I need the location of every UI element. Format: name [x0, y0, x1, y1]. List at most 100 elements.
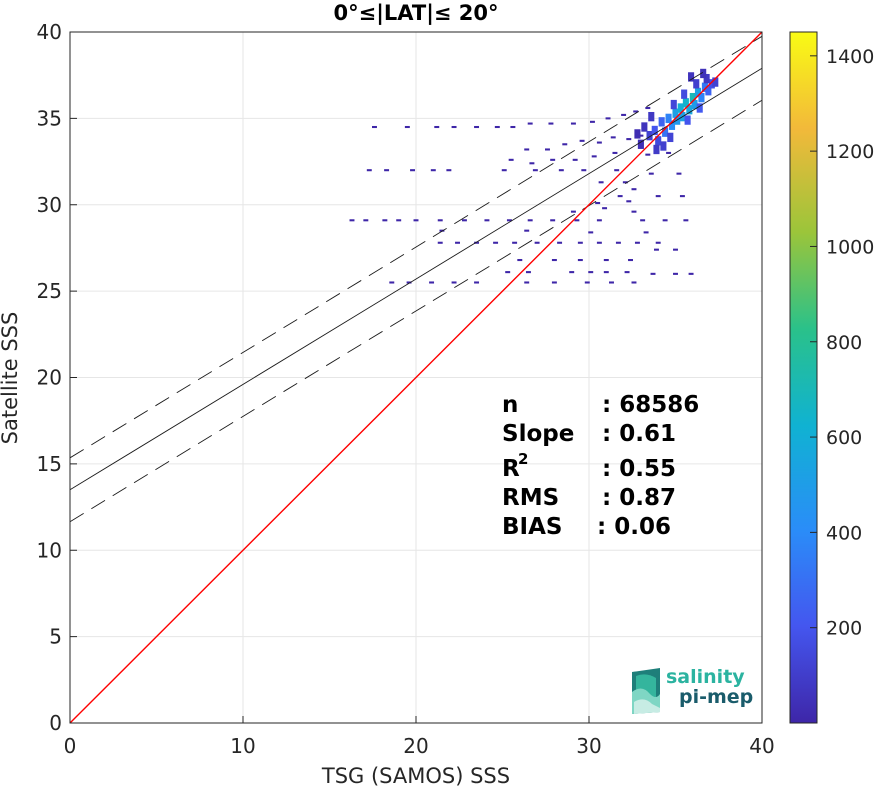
density-cell	[708, 79, 715, 89]
density-cell	[622, 181, 628, 184]
density-cell	[505, 271, 511, 274]
stat-slope-label: Slope	[502, 421, 574, 447]
logo-text-line1: salinity	[666, 666, 745, 688]
colorbar-tick-label: 800	[826, 332, 862, 354]
density-cell	[389, 281, 395, 284]
density-cell	[474, 125, 480, 129]
chart-title: 0°≤|LAT|≤ 20°	[333, 1, 498, 26]
density-cell	[527, 219, 533, 222]
density-cell	[579, 139, 585, 142]
density-cell	[455, 241, 460, 244]
density-cell	[596, 219, 602, 222]
density-cell	[660, 141, 667, 151]
stat-n-value: : 68586	[602, 392, 699, 418]
density-cell	[662, 127, 669, 137]
density-cell	[677, 103, 684, 113]
density-cell	[524, 281, 530, 284]
density-cell	[474, 241, 480, 244]
density-cell	[363, 219, 369, 222]
density-cell	[603, 271, 609, 274]
density-cell	[602, 207, 608, 210]
stats-box: n : 68586 Slope : 0.61 R 2 : 0.55 RMS : …	[502, 392, 699, 540]
density-cell	[548, 122, 554, 125]
density-cell	[672, 108, 679, 118]
density-cell	[584, 281, 590, 284]
logo-mark-icon	[632, 668, 660, 714]
density-cell	[591, 155, 597, 158]
density-cell	[569, 271, 575, 274]
density-cell	[382, 219, 388, 222]
density-cell	[439, 229, 445, 232]
density-cell	[624, 271, 630, 274]
density-cell	[628, 258, 633, 262]
density-cell	[474, 281, 480, 284]
density-cell	[588, 271, 594, 274]
stat-r2-label: R	[502, 456, 520, 482]
colorbar-tick-label: 600	[826, 427, 862, 449]
density-cell	[617, 195, 623, 198]
density-cell	[558, 169, 564, 172]
y-tick-label: 10	[37, 538, 62, 562]
density-cell	[705, 86, 712, 96]
y-tick-label: 35	[37, 106, 62, 130]
density-cell	[634, 241, 640, 244]
density-cell	[651, 125, 658, 136]
density-cell	[665, 113, 672, 124]
density-cell	[589, 120, 595, 123]
stat-r2-value: : 0.55	[602, 456, 676, 482]
density-cell	[621, 113, 627, 116]
density-cell	[615, 241, 621, 244]
density-cell	[434, 125, 440, 129]
density-cell	[653, 248, 659, 251]
y-tick-label: 0	[49, 711, 62, 735]
x-tick-label: 0	[64, 734, 77, 758]
x-tick-label: 30	[576, 734, 601, 758]
y-tick-label: 20	[37, 366, 62, 390]
y-tick-label: 25	[37, 279, 62, 303]
density-cell	[605, 117, 611, 120]
fit-band-line	[70, 99, 762, 523]
x-axis-ticks: 0 10 20 30 40	[64, 716, 775, 758]
density-cell	[658, 117, 665, 127]
colorbar-tick-label: 400	[826, 522, 862, 544]
density-cell	[641, 122, 648, 132]
y-tick-label: 5	[49, 625, 62, 649]
density-cell	[525, 271, 531, 274]
density-cell	[557, 241, 563, 244]
density-cell	[645, 153, 651, 156]
density-cell	[688, 72, 695, 82]
density-cell	[693, 79, 700, 89]
density-cell	[626, 138, 632, 141]
density-cell	[609, 281, 614, 284]
density-cell	[506, 219, 512, 222]
density-cell	[493, 241, 499, 244]
stat-rms-label: RMS	[502, 485, 559, 511]
density-cell	[581, 169, 587, 172]
y-axis-ticks: 0 5 10 15 20 25 30 35 40	[37, 20, 77, 735]
density-cell	[682, 98, 689, 108]
x-axis-label: TSG (SAMOS) SSS	[321, 764, 510, 788]
density-cell	[696, 103, 703, 113]
density-cell	[668, 120, 676, 130]
density-cell	[684, 115, 691, 125]
density-cell	[384, 169, 390, 172]
y-tick-label: 40	[37, 20, 62, 44]
y-axis-label: Satellite SSS	[0, 312, 22, 445]
density-cell	[446, 169, 452, 172]
density-cell	[562, 143, 568, 146]
density-cell	[550, 219, 556, 222]
density-cell	[667, 132, 674, 143]
fit-band-line	[70, 35, 762, 459]
density-cell	[551, 281, 557, 284]
density-cell	[633, 110, 639, 113]
stat-rms-value: : 0.87	[602, 485, 676, 511]
colorbar-tick-label: 1200	[826, 141, 874, 163]
density-cell	[550, 158, 556, 161]
x-tick-label: 40	[749, 734, 774, 758]
density-cell	[406, 281, 412, 284]
density-cell	[703, 73, 710, 84]
density-cell	[510, 125, 516, 129]
density-cell	[574, 219, 580, 222]
stat-r2-sup: 2	[518, 450, 528, 468]
x-tick-label: 20	[403, 734, 428, 758]
